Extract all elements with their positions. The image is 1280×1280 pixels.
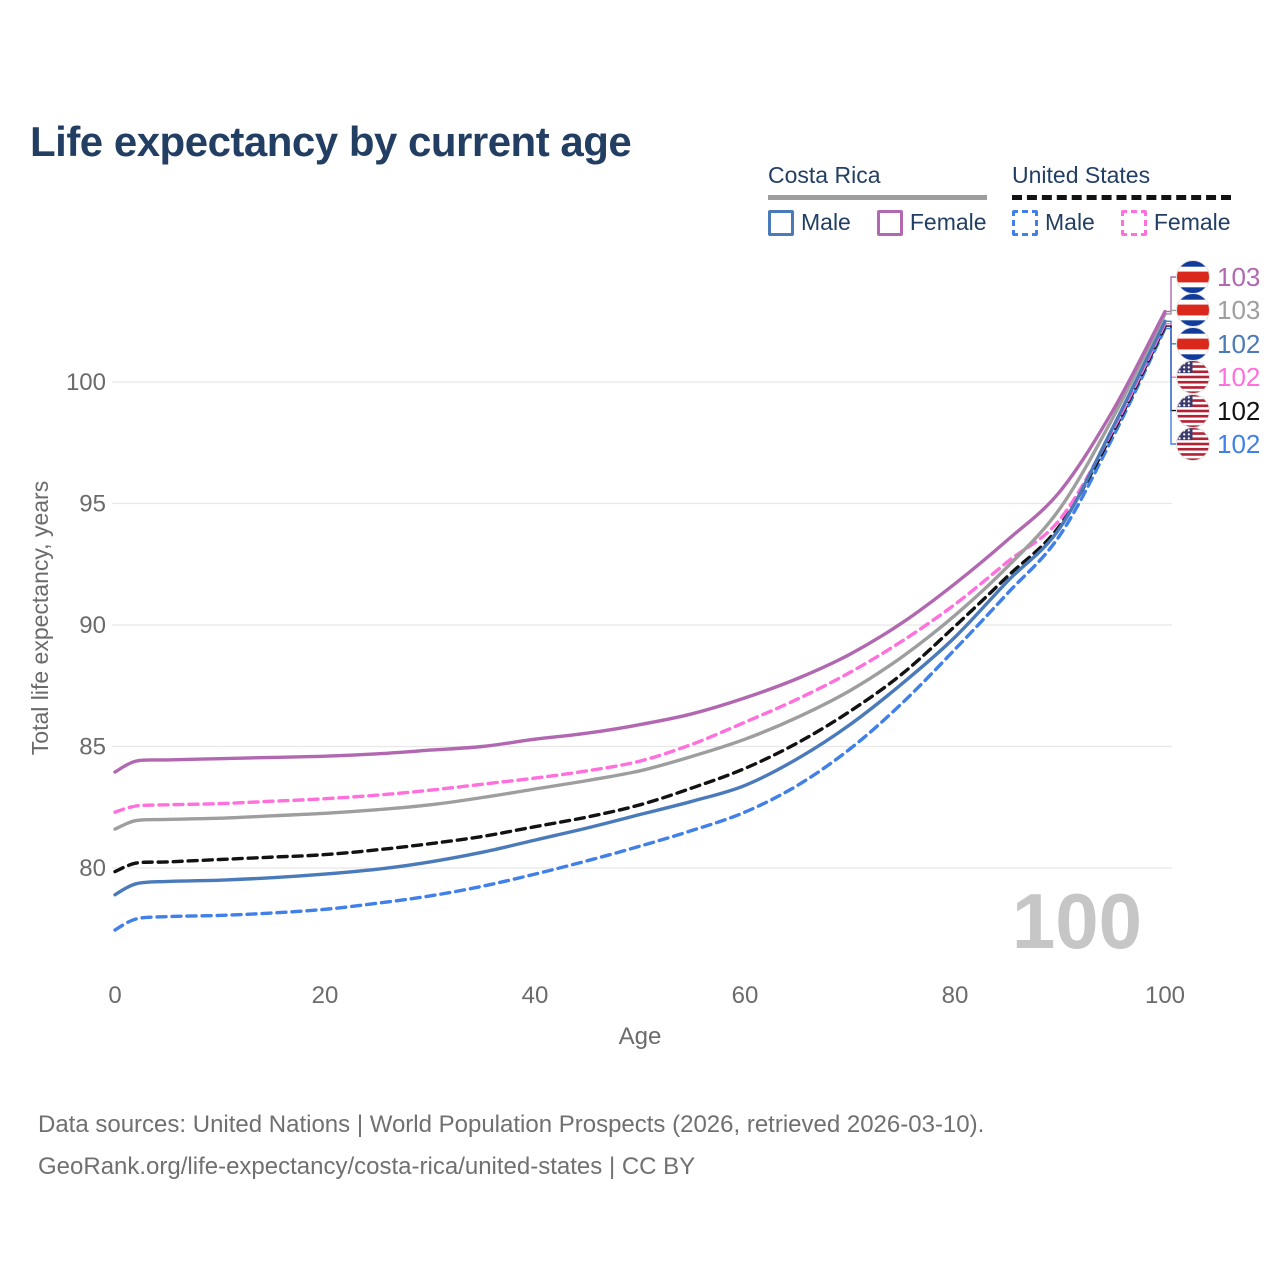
legend-item-costa-rica-female[interactable]: Female <box>876 209 987 236</box>
x-tick-label: 0 <box>108 982 121 1009</box>
footer-attribution: GeoRank.org/life-expectancy/costa-rica/u… <box>38 1153 696 1180</box>
series-line-costa-rica-female[interactable] <box>113 309 1167 774</box>
end-label-leader-costa-rica-both-sexes <box>1166 309 1177 315</box>
legend-item-label: Male <box>801 209 851 235</box>
legend-swatch-icon <box>1012 209 1038 236</box>
legend-item-label: Male <box>1045 209 1095 235</box>
legend-country-line-style <box>1012 195 1231 200</box>
end-label-leader-united-states-male <box>1166 327 1177 445</box>
legend-item-label: Female <box>1153 209 1231 235</box>
legend-swatch-icon <box>768 209 794 236</box>
legend-country-line-style <box>768 195 987 200</box>
legend-swatch-icon <box>1120 209 1147 236</box>
x-tick-label: 20 <box>312 982 339 1009</box>
y-tick-label: 95 <box>79 491 106 518</box>
legend-item-costa-rica-male[interactable]: Male <box>768 209 851 236</box>
y-tick-label: 100 <box>66 369 106 396</box>
series-line-costa-rica-both-sexes[interactable] <box>113 312 1167 831</box>
legend-country-label: United States <box>1012 162 1151 188</box>
legend-item-label: Female <box>909 209 987 235</box>
legend-swatch-icon <box>876 209 903 236</box>
x-tick-label: 40 <box>522 982 549 1009</box>
x-tick-label: 100 <box>1145 982 1185 1009</box>
x-tick-label: 80 <box>942 982 969 1009</box>
x-tick-label: 60 <box>732 982 759 1009</box>
age-watermark: 100 <box>1012 877 1142 965</box>
y-tick-label: 80 <box>79 855 106 882</box>
legend-group-costa-rica: Costa Rica Male Female <box>768 162 987 236</box>
end-label-leader-costa-rica-female <box>1166 276 1177 313</box>
page-title: Life expectancy by current age <box>30 118 632 166</box>
series-line-united-states-male[interactable] <box>113 326 1167 932</box>
y-axis-title: Total life expectancy, years <box>27 481 53 755</box>
chart-legend: Costa Rica Male Female United States Male Fem… <box>0 162 1280 248</box>
legend-country-label: Costa Rica <box>768 162 881 188</box>
y-tick-label: 90 <box>79 612 106 639</box>
legend-group-united-states: United States Male Female <box>1012 162 1231 236</box>
legend-item-united-states-male[interactable]: Male <box>1012 209 1095 236</box>
y-tick-label: 85 <box>79 734 106 761</box>
footer-data-sources: Data sources: United Nations | World Pop… <box>38 1111 985 1138</box>
series-line-united-states-both-sexes[interactable] <box>113 324 1167 874</box>
x-axis-title: Age <box>619 1023 662 1050</box>
legend-item-united-states-female[interactable]: Female <box>1120 209 1231 236</box>
series-line-costa-rica-male[interactable] <box>113 319 1167 897</box>
series-line-united-states-female[interactable] <box>113 322 1167 814</box>
footer: Data sources: United Nations | World Pop… <box>38 1104 984 1188</box>
